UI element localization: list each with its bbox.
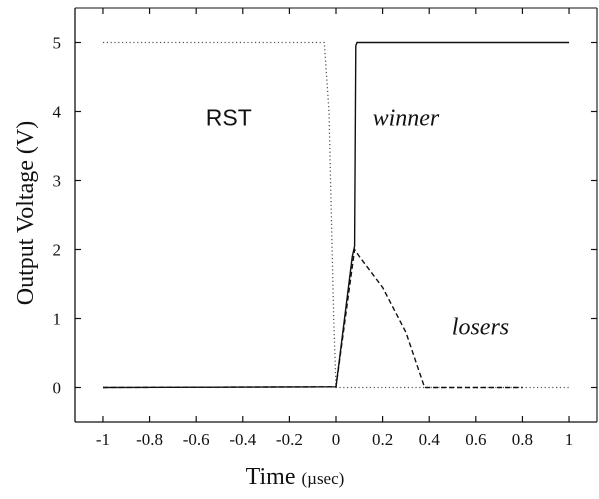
series-lines (102, 41, 569, 389)
y-tick-label: 5 (53, 34, 62, 53)
x-tick-label: -0.6 (183, 430, 210, 449)
x-tick-label: -0.2 (276, 430, 303, 449)
y-tick-label: 1 (53, 310, 62, 329)
y-tick-label: 3 (53, 172, 62, 191)
x-tick-label: 0.2 (372, 430, 393, 449)
x-tick-label: 0.6 (465, 430, 486, 449)
x-tick-label: 0.4 (419, 430, 441, 449)
axis-ticks: -1 -0.8 -0.6 -0.4 -0.2 0 0.2 0.4 0.6 0.8 1 0 1 2 3 4 5 (53, 8, 597, 449)
plot-frame (74, 7, 598, 423)
x-tick-label: -1 (96, 430, 110, 449)
x-tick-label: 0 (332, 430, 341, 449)
y-tick-label: 0 (53, 379, 62, 398)
series-line-losers (102, 247, 523, 389)
annotations: RST winner losers (206, 104, 509, 340)
y-axis-title: Output Voltage (V) (13, 121, 39, 305)
y-tick-label: 4 (53, 103, 62, 122)
x-tick-label: 0.8 (512, 430, 533, 449)
x-tick-label: -0.4 (229, 430, 256, 449)
annotation-losers: losers (452, 314, 509, 340)
y-tick-label: 2 (53, 241, 62, 260)
x-tick-label: -0.8 (136, 430, 163, 449)
annotation-winner: winner (373, 105, 440, 131)
annotation-rst: RST (206, 104, 252, 130)
x-axis-title: Time (µsec) (246, 464, 345, 490)
x-tick-label: 1 (565, 430, 574, 449)
series-line-rst (103, 41, 569, 389)
